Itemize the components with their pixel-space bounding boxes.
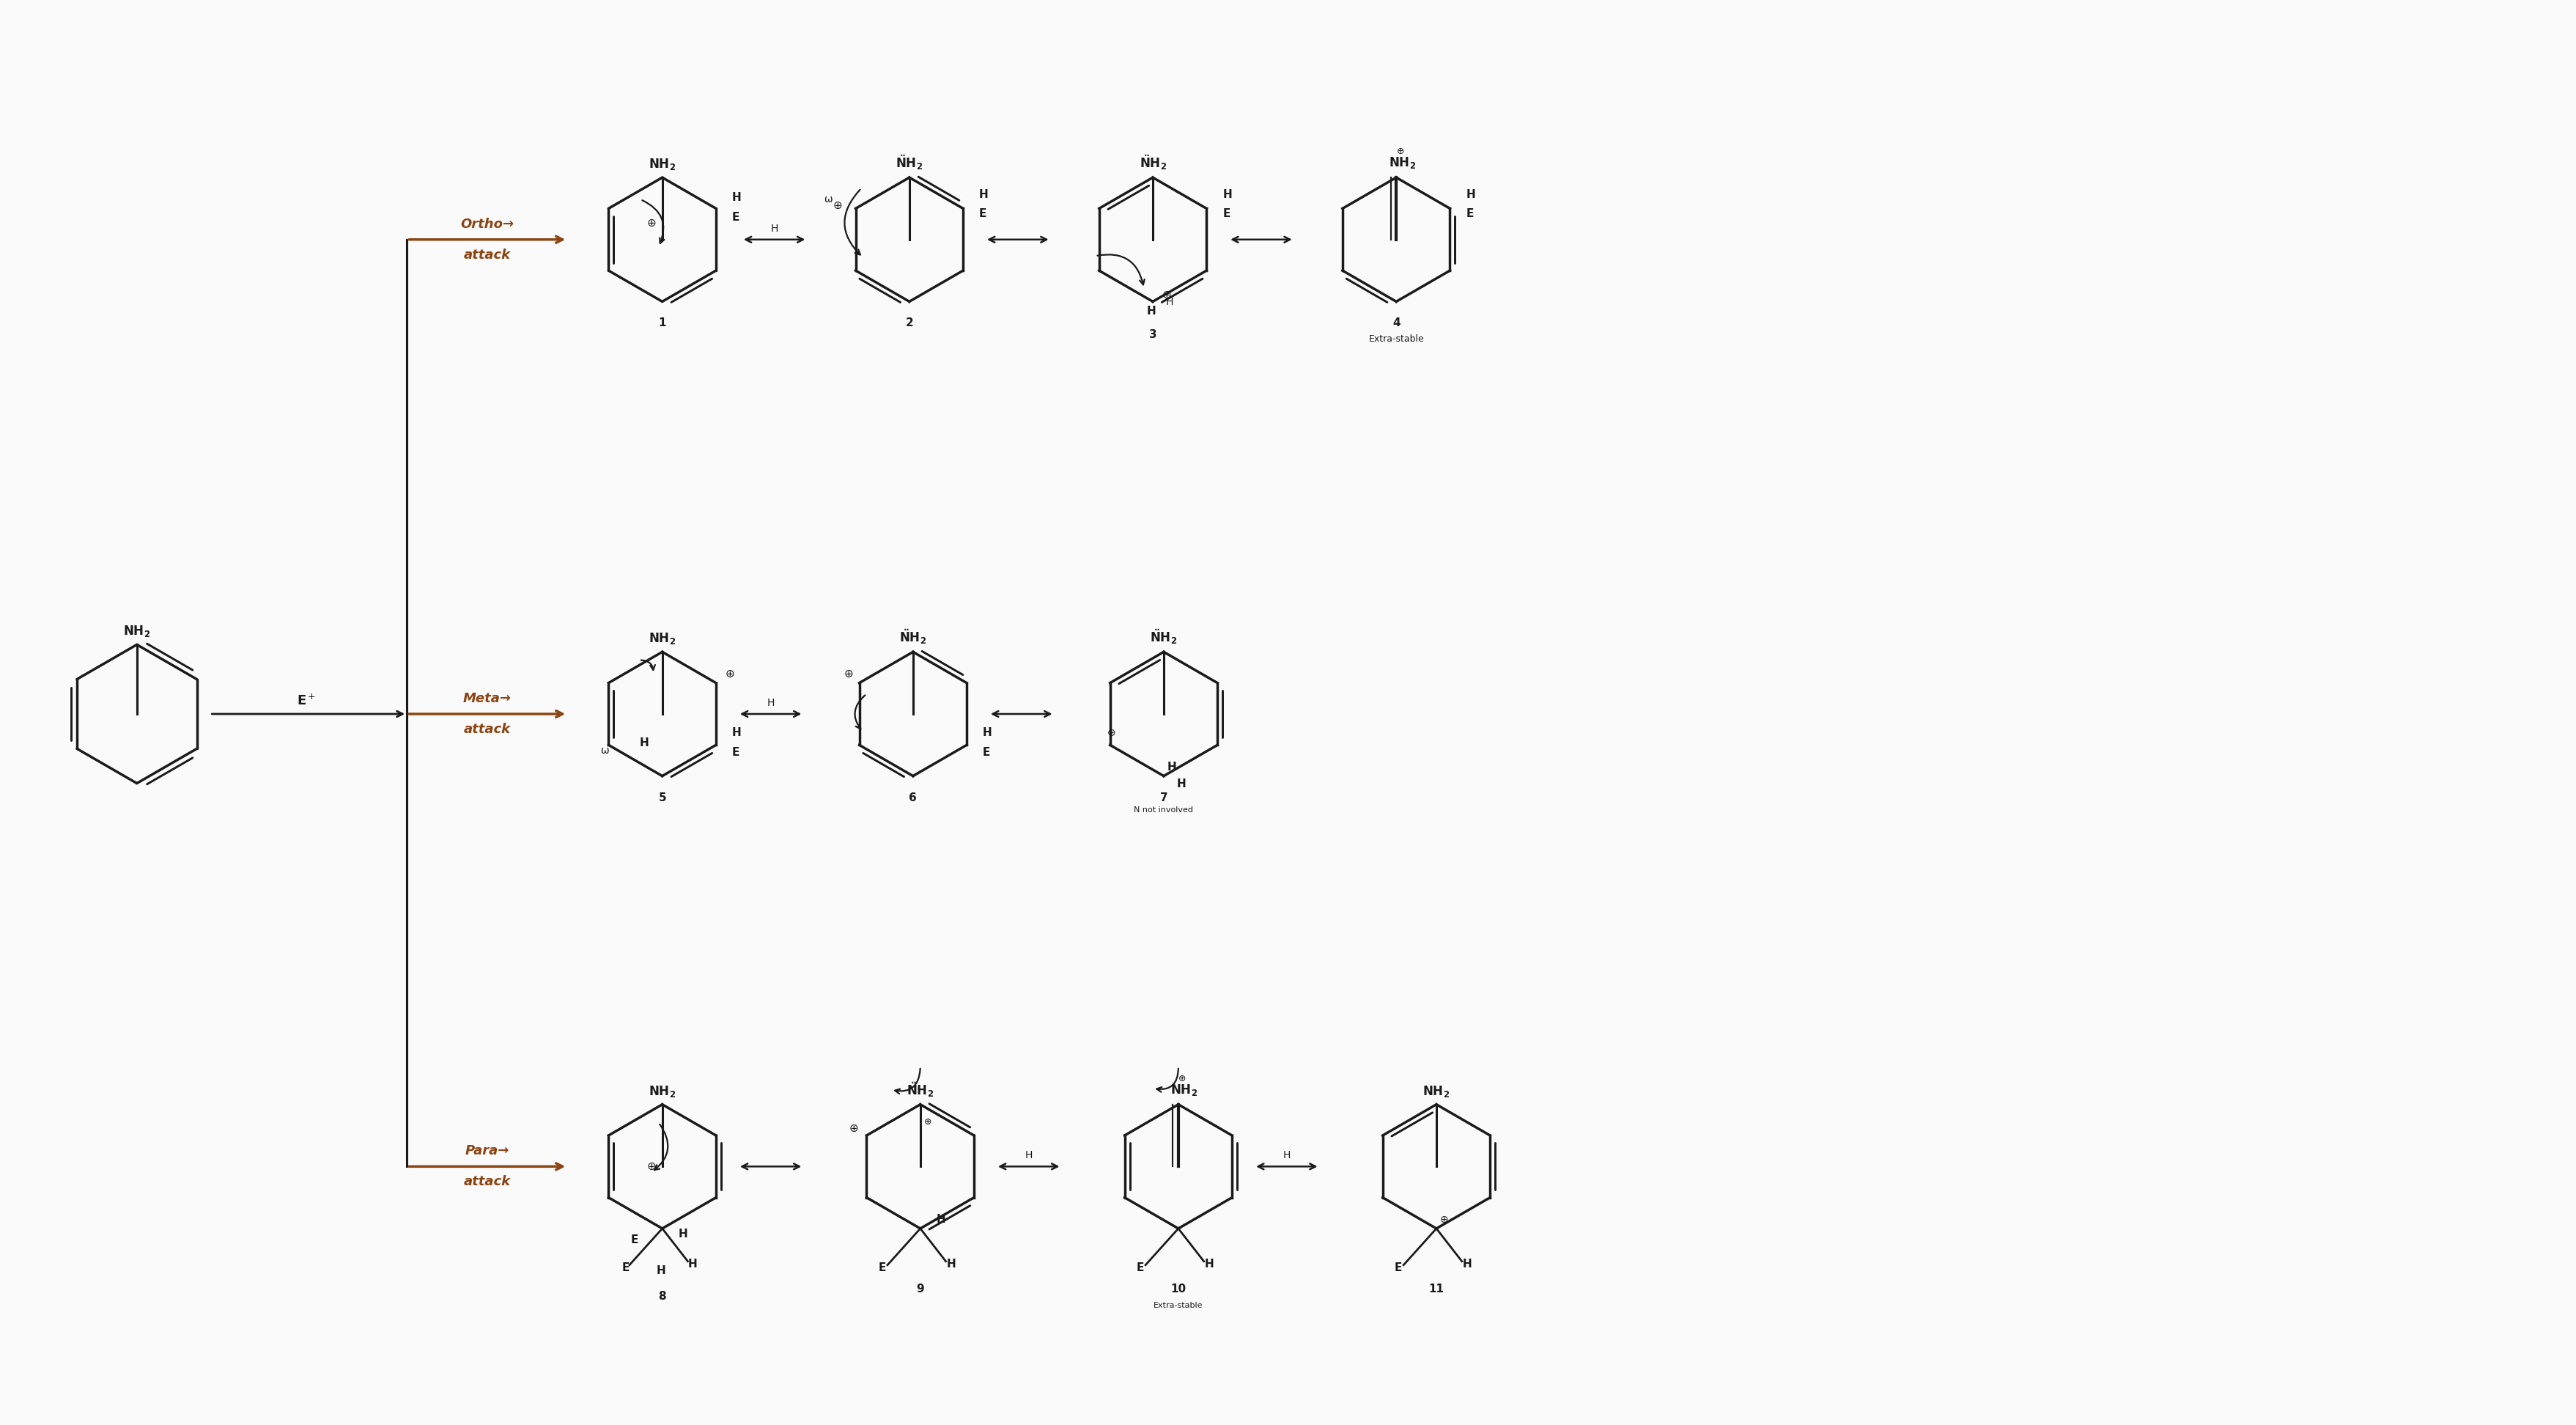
Text: Ortho→: Ortho→	[461, 218, 513, 231]
Text: E: E	[878, 1263, 886, 1273]
Text: H: H	[677, 1228, 688, 1240]
Text: 2: 2	[904, 318, 912, 329]
Text: $\mathregular{NH_2}$: $\mathregular{NH_2}$	[649, 631, 675, 646]
Text: H: H	[1167, 761, 1177, 772]
Text: H: H	[768, 698, 775, 708]
Text: H: H	[732, 192, 742, 204]
Text: attack: attack	[464, 722, 510, 735]
Text: attack: attack	[464, 1176, 510, 1188]
Text: H: H	[981, 727, 992, 738]
Text: $\oplus$: $\oplus$	[1162, 289, 1172, 301]
Text: H: H	[1157, 298, 1172, 308]
Text: H: H	[945, 1258, 956, 1270]
Text: attack: attack	[464, 248, 510, 262]
Text: Para→: Para→	[464, 1144, 510, 1157]
Text: H: H	[1221, 188, 1231, 200]
Text: E$^+$: E$^+$	[296, 694, 317, 708]
Text: $\mathregular{\ddot{N}H_2}$: $\mathregular{\ddot{N}H_2}$	[899, 628, 927, 646]
Text: $\oplus$: $\oplus$	[848, 1123, 858, 1134]
Text: H: H	[732, 727, 742, 738]
Text: H: H	[1203, 1258, 1213, 1270]
Text: Extra-stable: Extra-stable	[1368, 335, 1425, 343]
Text: E: E	[1394, 1263, 1401, 1273]
Text: $\mathregular{NH_2}$: $\mathregular{NH_2}$	[124, 624, 149, 638]
Text: ω: ω	[600, 745, 608, 755]
Text: H: H	[1025, 1150, 1033, 1160]
Text: $\mathregular{\ddot{N}H_2}$: $\mathregular{\ddot{N}H_2}$	[896, 154, 922, 171]
Text: 10: 10	[1170, 1284, 1185, 1294]
Text: E: E	[1466, 208, 1473, 219]
Text: H: H	[1463, 1258, 1471, 1270]
Text: E: E	[631, 1234, 639, 1245]
Text: 9: 9	[917, 1284, 925, 1294]
Text: $\mathregular{NH_2}$: $\mathregular{NH_2}$	[1422, 1084, 1450, 1099]
Text: ω: ω	[824, 195, 832, 205]
Text: $\oplus$: $\oplus$	[842, 668, 853, 680]
Text: H: H	[770, 224, 778, 234]
Text: 4: 4	[1391, 318, 1399, 329]
Text: $\mathregular{\ddot{N}H_2}$: $\mathregular{\ddot{N}H_2}$	[907, 1080, 933, 1099]
Text: H: H	[1466, 188, 1476, 200]
Text: H: H	[1177, 778, 1185, 789]
Text: $\mathregular{NH_2}$: $\mathregular{NH_2}$	[649, 157, 675, 171]
Text: $\oplus$: $\oplus$	[647, 1161, 657, 1173]
Text: 1: 1	[659, 318, 667, 329]
Text: $\oplus$: $\oplus$	[1440, 1214, 1448, 1226]
Text: E: E	[1136, 1263, 1144, 1273]
Text: 3: 3	[1149, 329, 1157, 341]
Text: E: E	[732, 212, 739, 222]
Text: H: H	[979, 188, 989, 200]
Text: 5: 5	[659, 792, 667, 804]
Text: $\oplus$: $\oplus$	[1105, 728, 1115, 738]
Text: H: H	[1283, 1150, 1291, 1160]
Text: $\mathregular{\ddot{N}H_2}$: $\mathregular{\ddot{N}H_2}$	[1139, 154, 1167, 171]
Text: 8: 8	[659, 1291, 667, 1301]
Text: E: E	[981, 747, 989, 758]
Text: Meta→: Meta→	[464, 693, 510, 705]
Text: E: E	[1221, 208, 1229, 219]
Text: H: H	[1146, 306, 1157, 316]
Text: $\oplus$: $\oplus$	[832, 200, 842, 211]
Text: E: E	[732, 747, 739, 758]
Text: H: H	[688, 1258, 698, 1270]
Text: Extra-stable: Extra-stable	[1154, 1301, 1203, 1308]
Text: $\mathregular{NH_2}$: $\mathregular{NH_2}$	[1170, 1083, 1198, 1097]
Text: E: E	[621, 1263, 629, 1273]
Text: 11: 11	[1427, 1284, 1443, 1294]
Text: $\oplus$: $\oplus$	[922, 1117, 933, 1126]
Text: N not involved: N not involved	[1133, 807, 1193, 814]
Text: $\oplus$: $\oplus$	[1396, 147, 1404, 157]
Text: $\oplus$: $\oplus$	[724, 668, 734, 680]
Text: $\mathregular{NH_2}$: $\mathregular{NH_2}$	[649, 1084, 675, 1099]
Text: 6: 6	[909, 792, 917, 804]
Text: H: H	[639, 738, 649, 748]
Text: E: E	[979, 208, 987, 219]
Text: $\mathregular{NH_2}$: $\mathregular{NH_2}$	[1388, 155, 1414, 170]
Text: $\oplus$: $\oplus$	[1177, 1074, 1185, 1083]
Text: $\mathregular{\ddot{N}H_2}$: $\mathregular{\ddot{N}H_2}$	[1149, 628, 1177, 646]
Text: H: H	[657, 1265, 665, 1275]
Text: $\oplus$: $\oplus$	[647, 218, 657, 229]
Text: 7: 7	[1159, 792, 1167, 804]
Text: H: H	[935, 1214, 945, 1226]
